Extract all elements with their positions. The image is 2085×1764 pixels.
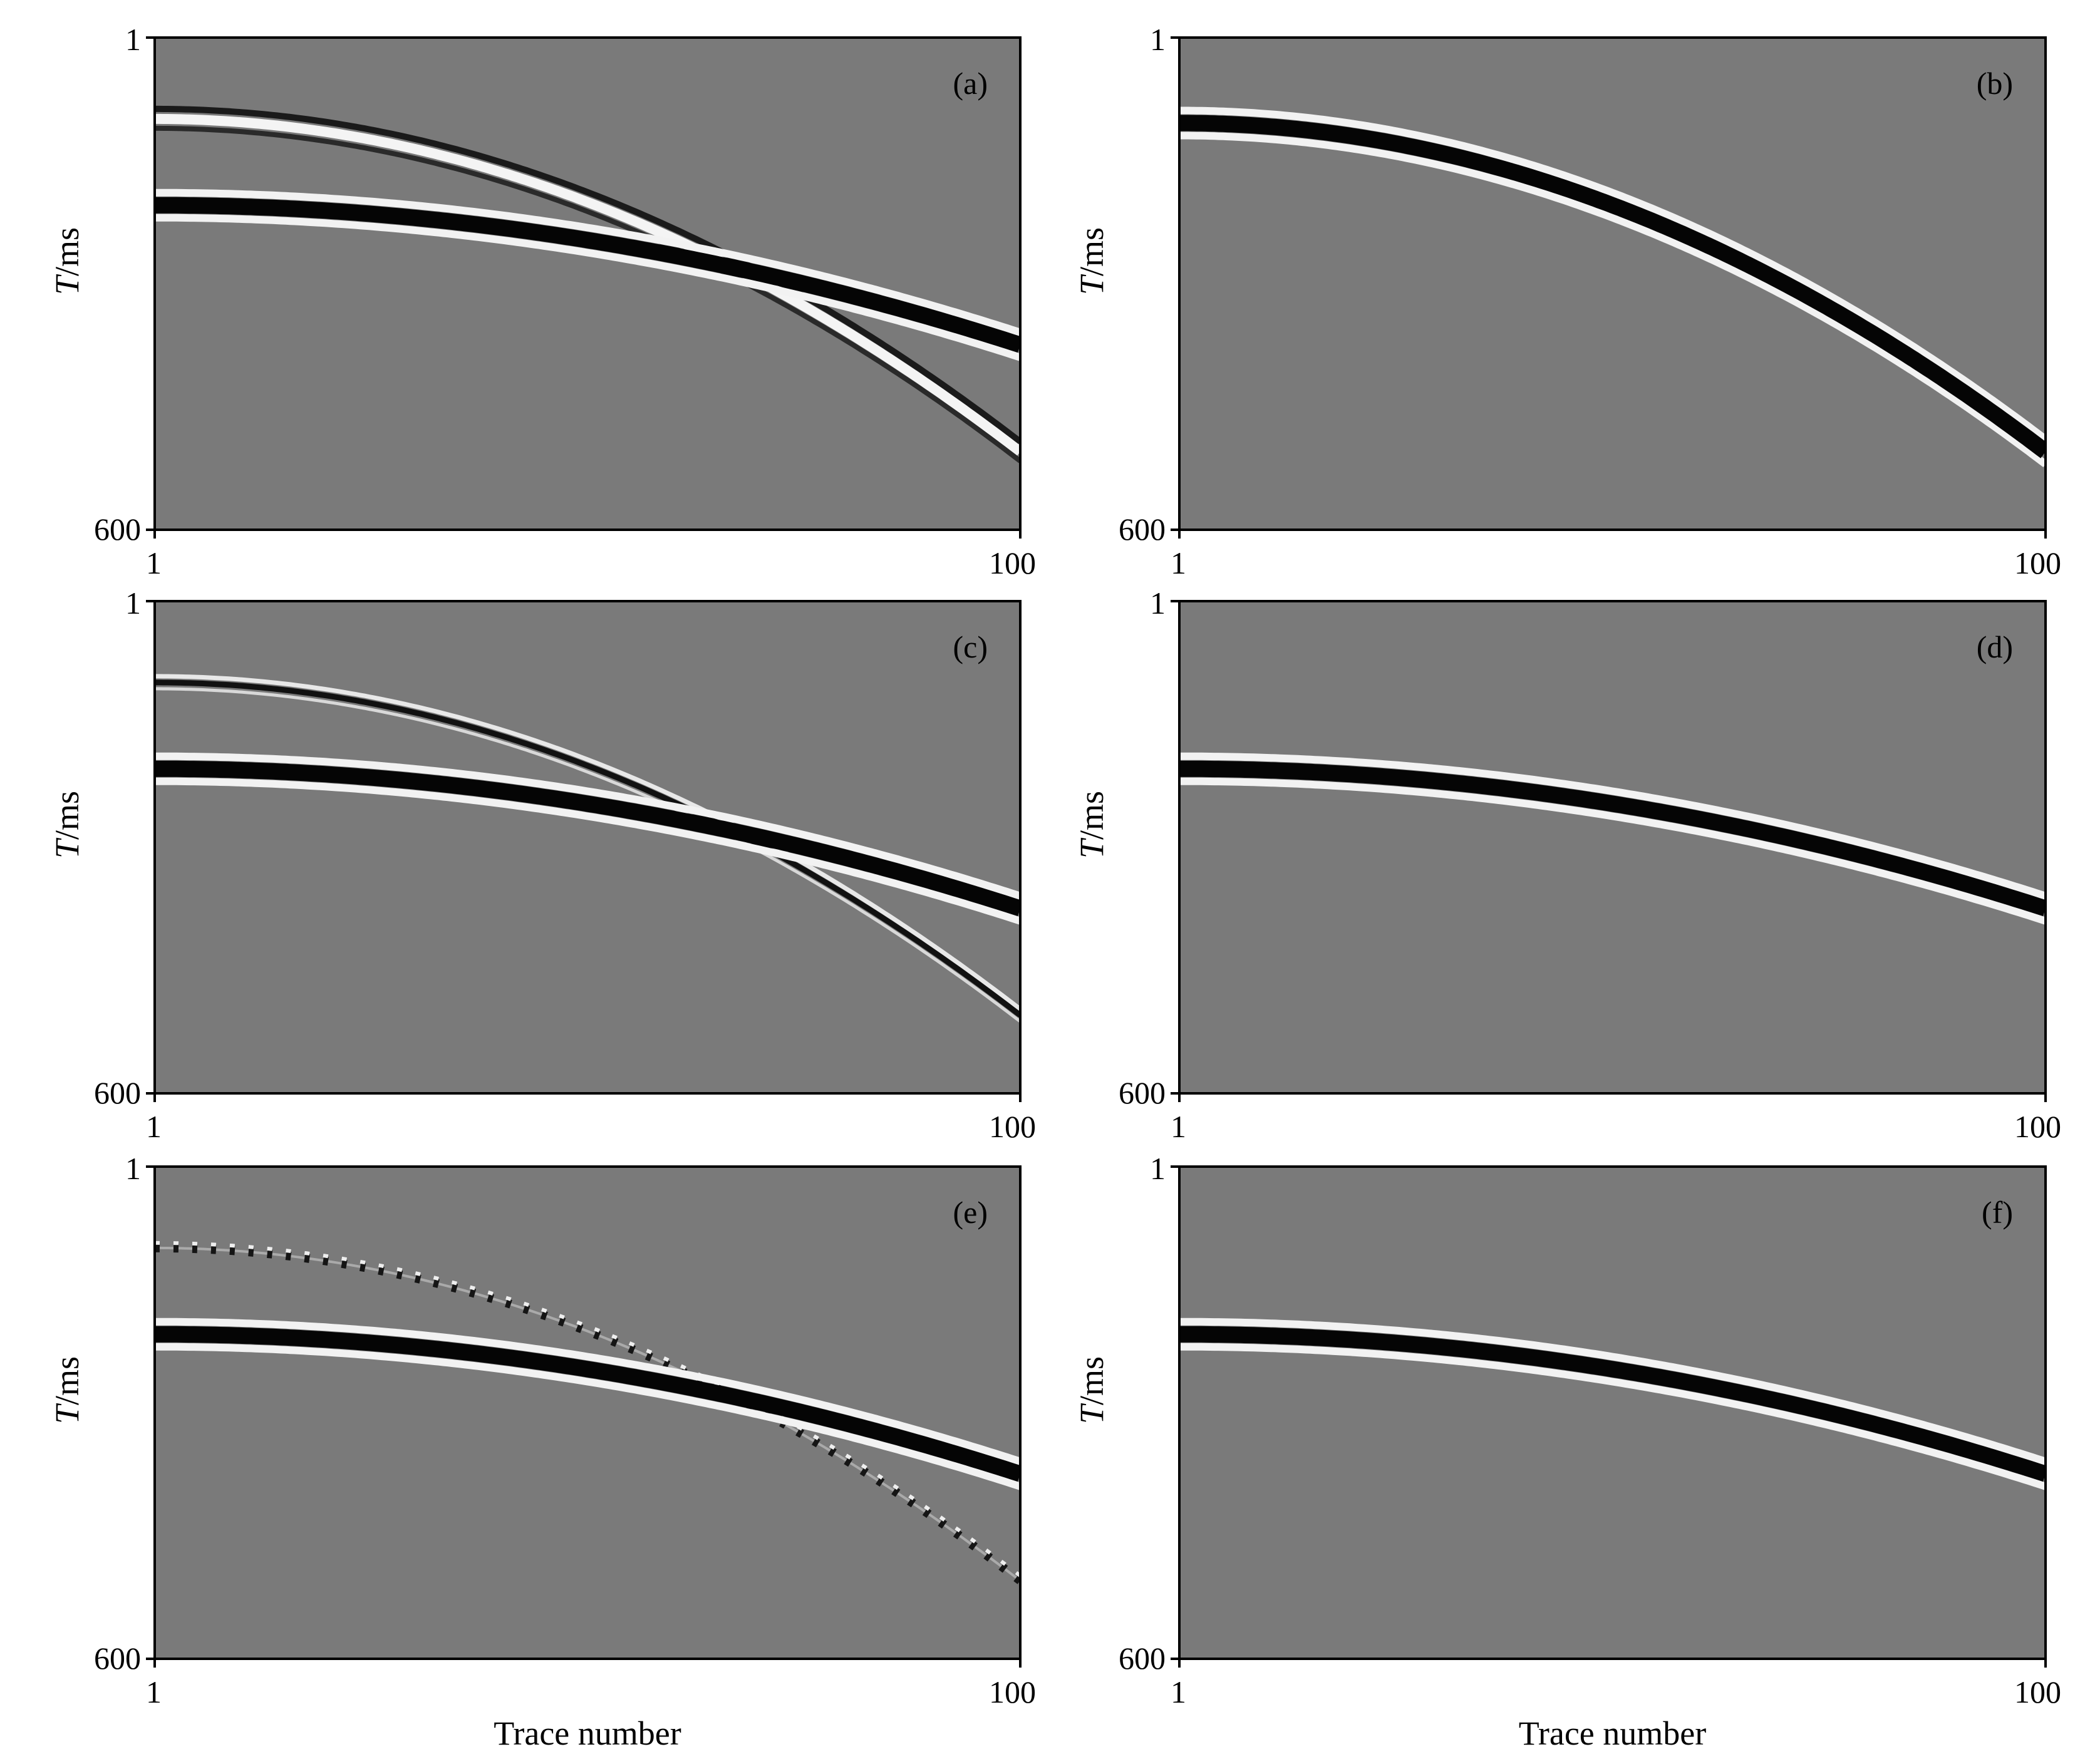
- panel-f: (f) 1 600 1 100 T/ms Trace number: [1073, 1153, 2061, 1750]
- y-tick-label-top: 1: [125, 1151, 141, 1186]
- x-tick-label-left: 1: [1171, 1109, 1186, 1144]
- y-axis-title: T/ms: [1073, 227, 1110, 296]
- x-axis-title: Trace number: [494, 1715, 681, 1752]
- x-tick-label-left: 1: [1171, 545, 1186, 580]
- x-tick-label-right: 100: [2014, 545, 2061, 580]
- event-2-wavelet: [155, 188, 1020, 361]
- y-tick-label-bottom: 600: [94, 1641, 141, 1676]
- plot-area-f: [1171, 1165, 2047, 1668]
- plot-area-b: [1171, 36, 2047, 539]
- plot-area-a: [146, 36, 1022, 539]
- x-tick-label-left: 1: [146, 1674, 162, 1710]
- y-tick-label-top: 1: [125, 585, 141, 621]
- panel-a: (a) 1 600 1 100 T/ms: [48, 24, 1036, 579]
- event-1-wavelet: [155, 1240, 1020, 1584]
- panel-label: (d): [1976, 629, 2013, 664]
- plot-frame: [153, 36, 1022, 531]
- y-tick-label-bottom: 600: [94, 1075, 141, 1110]
- y-tick-label-bottom: 600: [94, 512, 141, 547]
- panel-label: (b): [1976, 66, 2013, 101]
- y-tick-label-top: 1: [125, 22, 141, 57]
- plot-background: [155, 601, 1020, 1093]
- plot-frame: [153, 600, 1022, 1095]
- panel-label: (c): [953, 629, 988, 664]
- panel-label: (e): [953, 1195, 988, 1230]
- x-tick-label-right: 100: [989, 1109, 1036, 1144]
- y-axis-title: T/ms: [1073, 1356, 1110, 1425]
- event-1-wavelet: [1179, 106, 2046, 468]
- plot-background: [155, 1167, 1020, 1659]
- y-axis-title: T/ms: [48, 1356, 86, 1425]
- x-tick-label-left: 1: [146, 1109, 162, 1144]
- plot-background: [1179, 38, 2046, 530]
- plot-frame: [1178, 36, 2047, 531]
- x-tick-label-right: 100: [989, 1674, 1036, 1710]
- plot-background: [1179, 1167, 2046, 1659]
- plot-frame: [153, 1165, 1022, 1660]
- panel-label: (f): [1982, 1195, 2013, 1230]
- event-1-wavelet: [155, 105, 1020, 463]
- x-tick-label-right: 100: [989, 545, 1036, 580]
- plot-area-e: [146, 1165, 1022, 1668]
- x-axis-title: Trace number: [1518, 1715, 1707, 1752]
- panel-e: (e) 1 600 1 100 T/ms Trace number: [48, 1153, 1036, 1750]
- plot-frame: [1178, 1165, 2047, 1660]
- x-tick-label-right: 100: [2014, 1109, 2061, 1144]
- panel-c: (c) 1 600 1 100 T/ms: [48, 587, 1036, 1142]
- event-1-wavelet: [155, 674, 1020, 1023]
- panel-b: (b) 1 600 1 100 T/ms: [1073, 24, 2061, 579]
- y-tick-label-bottom: 600: [1119, 1641, 1166, 1676]
- y-tick-label-bottom: 600: [1119, 512, 1166, 547]
- plot-area-c: [146, 600, 1022, 1102]
- event-2-wavelet: [1179, 1318, 2046, 1490]
- event-2-wavelet: [155, 752, 1020, 925]
- event-2-wavelet: [155, 1318, 1020, 1490]
- x-tick-label-left: 1: [146, 545, 162, 580]
- plot-background: [1179, 601, 2046, 1093]
- plot-frame: [1178, 600, 2047, 1095]
- x-tick-label-left: 1: [1171, 1674, 1186, 1710]
- event-2-wavelet: [1179, 752, 2046, 925]
- plot-background: [155, 38, 1020, 530]
- y-axis-title: T/ms: [1073, 791, 1110, 859]
- y-tick-label-top: 1: [1150, 22, 1166, 57]
- y-tick-label-top: 1: [1150, 585, 1166, 621]
- plot-area-d: [1171, 600, 2047, 1102]
- panel-d: (d) 1 600 1 100 T/ms: [1073, 587, 2061, 1142]
- y-axis-title: T/ms: [48, 791, 86, 859]
- y-axis-title: T/ms: [48, 227, 86, 296]
- y-tick-label-top: 1: [1150, 1151, 1166, 1186]
- panel-label: (a): [953, 66, 988, 101]
- y-tick-label-bottom: 600: [1119, 1075, 1166, 1110]
- x-tick-label-right: 100: [2014, 1674, 2061, 1710]
